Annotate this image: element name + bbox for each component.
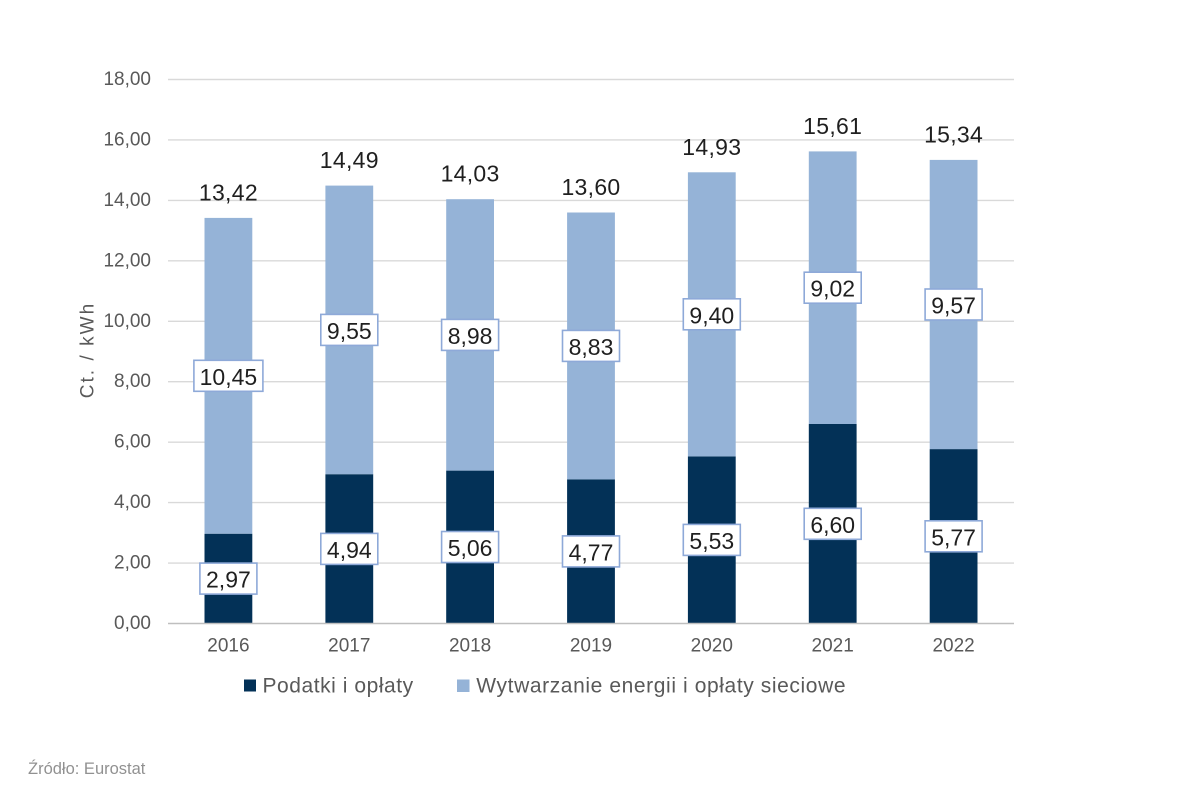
svg-text:8,83: 8,83 <box>569 334 614 360</box>
svg-text:2022: 2022 <box>932 636 974 657</box>
svg-text:5,53: 5,53 <box>689 528 734 554</box>
svg-text:5,77: 5,77 <box>931 524 976 550</box>
svg-text:5,06: 5,06 <box>448 535 493 561</box>
svg-text:16,00: 16,00 <box>103 129 151 150</box>
svg-text:14,00: 14,00 <box>103 190 151 211</box>
svg-text:4,94: 4,94 <box>327 537 372 563</box>
svg-text:2,00: 2,00 <box>114 553 151 574</box>
svg-text:9,02: 9,02 <box>810 276 855 302</box>
svg-text:4,00: 4,00 <box>114 492 151 513</box>
svg-text:Ct. / kWh: Ct. / kWh <box>78 302 99 399</box>
svg-text:6,00: 6,00 <box>114 432 151 453</box>
svg-text:2020: 2020 <box>691 636 733 657</box>
svg-text:14,93: 14,93 <box>682 134 741 160</box>
svg-text:13,60: 13,60 <box>561 174 620 200</box>
svg-text:9,40: 9,40 <box>689 302 734 328</box>
svg-text:2017: 2017 <box>328 636 370 657</box>
svg-text:0,00: 0,00 <box>114 613 151 634</box>
svg-text:2019: 2019 <box>570 636 612 657</box>
svg-text:6,60: 6,60 <box>810 512 855 538</box>
svg-text:15,34: 15,34 <box>924 121 983 147</box>
svg-text:2016: 2016 <box>207 636 249 657</box>
svg-text:18,00: 18,00 <box>103 69 151 90</box>
svg-text:12,00: 12,00 <box>103 250 151 271</box>
svg-text:2,97: 2,97 <box>206 567 251 593</box>
svg-text:8,00: 8,00 <box>114 371 151 392</box>
svg-text:Podatki i opłaty: Podatki i opłaty <box>263 675 414 698</box>
svg-text:13,42: 13,42 <box>199 179 258 205</box>
svg-text:Źródło: Eurostat: Źródło: Eurostat <box>28 759 146 778</box>
svg-text:9,55: 9,55 <box>327 318 372 344</box>
svg-text:4,77: 4,77 <box>569 539 614 565</box>
svg-text:10,00: 10,00 <box>103 311 151 332</box>
svg-text:Wytwarzanie energii i opłaty s: Wytwarzanie energii i opłaty sieciowe <box>476 675 846 698</box>
svg-text:14,03: 14,03 <box>441 161 500 187</box>
svg-text:2018: 2018 <box>449 636 491 657</box>
svg-text:14,49: 14,49 <box>320 147 379 173</box>
svg-text:15,61: 15,61 <box>803 113 862 139</box>
svg-text:2021: 2021 <box>812 636 854 657</box>
svg-text:9,57: 9,57 <box>931 293 976 319</box>
svg-text:8,98: 8,98 <box>448 323 493 349</box>
svg-text:10,45: 10,45 <box>200 364 258 390</box>
